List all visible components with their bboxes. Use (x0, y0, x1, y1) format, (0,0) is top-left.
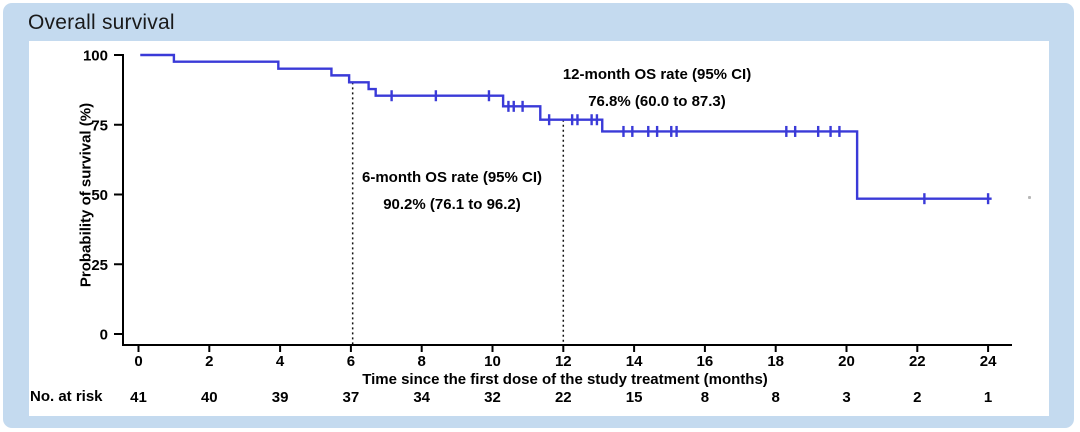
annotation-6-month-os: 6-month OS rate (95% CI) 90.2% (76.1 to … (362, 164, 542, 218)
risk-value: 41 (130, 389, 147, 406)
y-tick-label: 100 (83, 48, 108, 65)
risk-table-label: No. at risk (30, 388, 103, 405)
risk-value: 3 (842, 389, 850, 406)
stray-mark (1028, 196, 1031, 199)
y-tick-label: 50 (91, 187, 108, 204)
x-tick-label: 16 (697, 353, 714, 370)
annotation-6-month-title: 6-month OS rate (95% CI) (361, 169, 543, 186)
figure-title: Overall survival (28, 11, 175, 34)
x-tick-label: 2 (205, 353, 213, 370)
annotation-12-month-title: 12-month OS rate (95% CI) (562, 66, 752, 83)
risk-value: 37 (343, 389, 360, 406)
x-tick-label: 10 (484, 353, 501, 370)
x-tick-label: 8 (418, 353, 426, 370)
risk-value: 2 (913, 389, 921, 406)
risk-value: 22 (555, 389, 572, 406)
annotation-6-month-value: 90.2% (76.1 to 96.2) (383, 196, 521, 213)
x-tick-label: 12 (555, 353, 572, 370)
x-axis-label: Time since the first dose of the study t… (362, 371, 768, 388)
risk-value: 8 (701, 389, 709, 406)
risk-value: 39 (272, 389, 289, 406)
risk-value: 1 (984, 389, 992, 406)
chart-panel (29, 41, 1049, 416)
figure-frame: Overall survival (3, 3, 1074, 428)
x-tick-label: 24 (980, 353, 997, 370)
x-tick-label: 14 (626, 353, 643, 370)
y-tick-label: 0 (100, 327, 108, 344)
x-tick-label: 20 (838, 353, 855, 370)
y-tick-label: 75 (91, 117, 108, 134)
annotation-12-month-os: 12-month OS rate (95% CI) 76.8% (60.0 to… (563, 61, 751, 115)
risk-value: 8 (772, 389, 780, 406)
risk-value: 34 (413, 389, 430, 406)
risk-value: 15 (626, 389, 643, 406)
y-axis-label: Probability of survival (%) (77, 102, 95, 288)
x-tick-label: 4 (276, 353, 285, 370)
risk-value: 32 (484, 389, 501, 406)
x-tick-label: 6 (347, 353, 355, 370)
risk-value: 40 (201, 389, 218, 406)
survival-curve (140, 53, 992, 200)
annotation-12-month-value: 76.8% (60.0 to 87.3) (588, 93, 726, 110)
x-tick-label: 18 (767, 353, 784, 370)
y-tick-label: 25 (91, 257, 108, 274)
x-tick-label: 0 (134, 353, 142, 370)
x-tick-label: 22 (909, 353, 926, 370)
